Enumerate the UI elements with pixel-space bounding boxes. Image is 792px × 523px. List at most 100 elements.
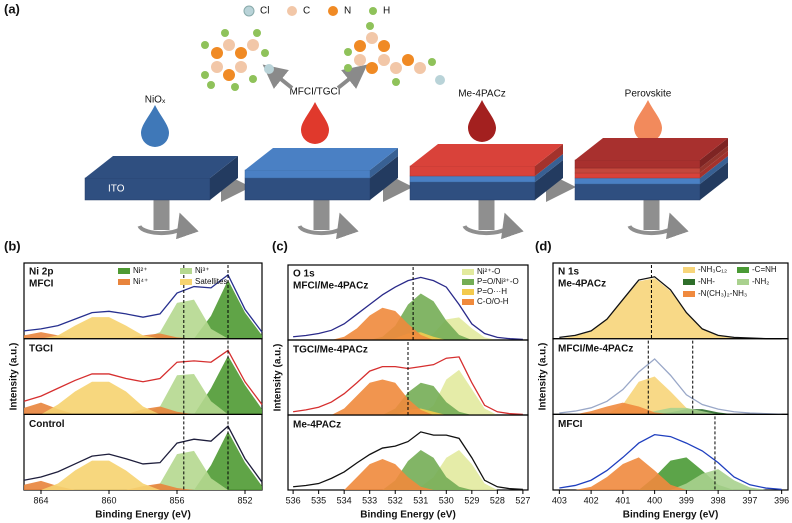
x-tick-label: 403 xyxy=(552,495,567,505)
legend-swatch xyxy=(462,269,474,275)
droplet xyxy=(141,105,169,147)
layer-side xyxy=(700,151,728,178)
sample-label: MFCI/Me-4PACz xyxy=(293,281,368,292)
step-label: NiOₓ xyxy=(145,95,166,106)
element-label: Cl xyxy=(260,6,269,17)
legend-swatch xyxy=(180,268,192,274)
atom xyxy=(201,71,209,79)
component-peak xyxy=(194,280,262,339)
layer-front xyxy=(574,183,701,201)
envelope-line xyxy=(559,433,782,490)
atom xyxy=(223,69,235,81)
layer-front xyxy=(244,169,371,179)
atom xyxy=(354,54,366,66)
atom xyxy=(354,40,366,52)
sample-label: Me-4PACz xyxy=(293,420,341,431)
layer-side xyxy=(700,162,728,200)
envelope-line xyxy=(293,431,523,491)
layer-front xyxy=(574,159,701,169)
legend-label: P=O···H xyxy=(477,287,507,296)
atom xyxy=(201,41,209,49)
legend-swatch xyxy=(683,279,695,285)
atom xyxy=(264,64,274,74)
layer-side xyxy=(535,160,563,200)
sample-label: MFCI xyxy=(558,419,583,430)
atom xyxy=(402,54,414,66)
atom xyxy=(223,39,235,51)
spin-shaft xyxy=(153,195,170,230)
spin-arrow xyxy=(137,212,199,240)
x-tick-label: 397 xyxy=(742,495,757,505)
atom xyxy=(344,48,352,56)
x-axis-label: Binding Energy (eV) xyxy=(623,510,719,521)
legend-label: -NH- xyxy=(698,277,715,286)
element-label: C xyxy=(303,6,310,17)
y-axis-label: Intensity (a.u.) xyxy=(273,344,284,412)
atom xyxy=(428,58,436,66)
atom xyxy=(231,83,239,91)
component-peak xyxy=(143,299,228,339)
atom xyxy=(221,29,229,37)
layer-top xyxy=(410,144,563,166)
x-tick-label: 860 xyxy=(101,495,116,505)
arrow xyxy=(336,64,368,90)
element-icon xyxy=(243,5,255,17)
component-peak xyxy=(638,407,719,415)
layer-top xyxy=(575,138,728,160)
x-tick-label: 533 xyxy=(362,495,377,505)
spin-shaft xyxy=(478,195,495,230)
component-peak xyxy=(143,373,228,415)
component-peak xyxy=(344,459,434,490)
layer-side xyxy=(535,144,563,176)
x-tick-label: 527 xyxy=(515,495,530,505)
x-tick-label: 400 xyxy=(647,495,662,505)
sample-label: MFCI/Me-4PACz xyxy=(558,343,633,354)
component-peak xyxy=(559,278,750,339)
sample-label: MFCI xyxy=(29,279,54,290)
envelope-line xyxy=(23,425,263,483)
component-peak xyxy=(575,457,687,490)
x-tick-label: 852 xyxy=(237,495,252,505)
y-axis-label: Intensity (a.u.) xyxy=(9,343,20,411)
component-peak xyxy=(41,317,160,339)
spectrum-title: O 1s xyxy=(293,269,315,280)
x-tick-label: 530 xyxy=(439,495,454,505)
spectrum-title: Ni 2p xyxy=(29,267,53,278)
atom xyxy=(211,47,223,59)
layer-side xyxy=(700,146,728,173)
atom xyxy=(235,47,247,59)
panel-label: (b) xyxy=(4,238,21,253)
layer-front xyxy=(409,165,536,177)
envelope-line xyxy=(23,273,263,333)
legend-label: P=O/Ni³⁺-O xyxy=(477,277,519,286)
layer-side xyxy=(370,156,398,200)
step-label: Perovskite xyxy=(625,89,672,100)
layer-front xyxy=(409,175,536,183)
sample-label: TGCI/Me-4PACz xyxy=(293,345,368,356)
atom xyxy=(378,40,390,52)
sample-label: Me-4PACz xyxy=(558,279,606,290)
legend-label: Satellites xyxy=(195,277,227,286)
envelope-line xyxy=(293,276,523,341)
legend-swatch xyxy=(462,279,474,285)
panel-label: (a) xyxy=(4,1,20,16)
layer-front xyxy=(574,177,701,185)
legend-label: -N(CH₃)₂-NH₃ xyxy=(698,289,747,298)
x-tick-label: 529 xyxy=(464,495,479,505)
element-icon xyxy=(369,7,377,15)
legend-label: -C=NH xyxy=(752,265,777,274)
component-peak xyxy=(331,307,434,340)
legend-label: Ni⁴⁺ xyxy=(133,277,148,286)
legend-label: Ni²⁺-O xyxy=(477,267,500,276)
legend-label: -NH₃C₁₂ xyxy=(698,265,727,274)
envelope-line xyxy=(23,349,263,405)
legend-label: C-O/O-H xyxy=(477,297,509,306)
layer-front xyxy=(574,172,701,179)
layer-front xyxy=(574,167,701,174)
legend-swatch xyxy=(737,279,749,285)
layer-front xyxy=(244,177,371,201)
atom xyxy=(211,61,223,73)
atom xyxy=(249,75,257,83)
spin-arrow xyxy=(627,212,689,240)
x-tick-label: 531 xyxy=(413,495,428,505)
